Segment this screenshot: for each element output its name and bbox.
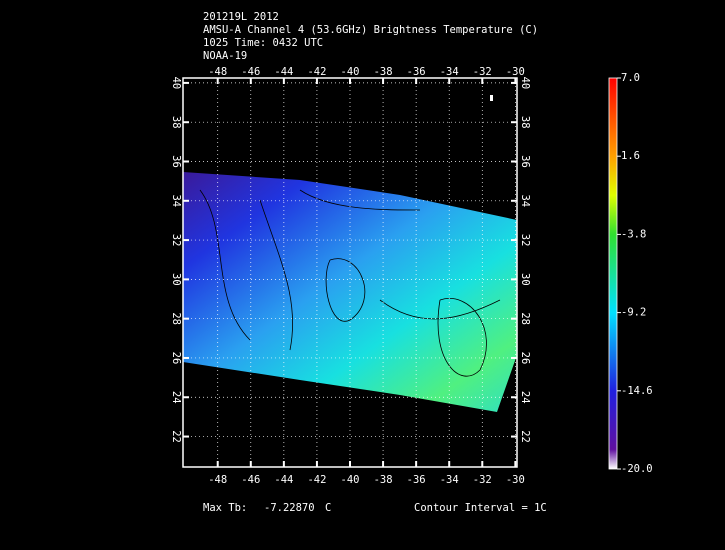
x-tick-label: -38 bbox=[374, 66, 393, 78]
header-line: NOAA-19 bbox=[203, 50, 247, 62]
x-tick-label: -38 bbox=[374, 474, 393, 486]
x-tick-label: -40 bbox=[341, 66, 360, 78]
header-line: 201219L 2012 bbox=[203, 11, 279, 23]
y-tick-label: 34 bbox=[170, 194, 182, 207]
x-tick-label: -34 bbox=[440, 66, 459, 78]
colorbar-label: -3.8 bbox=[621, 228, 646, 240]
colorbar-label: -20.0 bbox=[621, 463, 653, 475]
colorbar bbox=[608, 77, 618, 470]
x-tick-label: -30 bbox=[506, 474, 525, 486]
x-tick-label: -42 bbox=[307, 66, 326, 78]
header: 201219L 2012 AMSU-A Channel 4 (53.6GHz) … bbox=[203, 11, 538, 62]
colorbar-label: 1.6 bbox=[621, 150, 640, 162]
y-tick-label: 38 bbox=[170, 116, 182, 129]
contours bbox=[199, 189, 501, 377]
y-tick-label: 36 bbox=[170, 155, 182, 168]
x-tick-label: -48 bbox=[208, 474, 227, 486]
max-unit: C bbox=[325, 502, 331, 514]
swath bbox=[183, 172, 517, 412]
y-tick-label: 22 bbox=[519, 430, 531, 443]
x-tick-label: -40 bbox=[341, 474, 360, 486]
y-tick-label: 24 bbox=[170, 391, 182, 404]
contour-interval: Contour Interval = 1C bbox=[414, 502, 547, 514]
y-tick-label: 22 bbox=[170, 430, 182, 443]
y-tick-label: 26 bbox=[519, 352, 531, 365]
y-tick-label: 32 bbox=[519, 234, 531, 247]
x-tick-label: -32 bbox=[473, 474, 492, 486]
x-tick-label: -44 bbox=[274, 474, 293, 486]
y-tick-label: 30 bbox=[519, 273, 531, 286]
y-tick-label: 26 bbox=[170, 352, 182, 365]
y-tick-label: 32 bbox=[170, 234, 182, 247]
x-tick-label: -32 bbox=[473, 66, 492, 78]
x-tick-label: -48 bbox=[208, 66, 227, 78]
y-tick-label: 24 bbox=[519, 391, 531, 404]
colorbar-label: -14.6 bbox=[621, 385, 653, 397]
x-tick-label: -42 bbox=[307, 474, 326, 486]
colorbar-label: -9.2 bbox=[621, 307, 646, 319]
colorbar-label: 7.0 bbox=[621, 72, 640, 84]
x-tick-label: -44 bbox=[274, 66, 293, 78]
y-tick-label: 40 bbox=[170, 77, 182, 90]
y-tick-label: 36 bbox=[519, 155, 531, 168]
x-tick-label: -36 bbox=[407, 66, 426, 78]
y-tick-label: 34 bbox=[519, 194, 531, 207]
y-tick-label: 30 bbox=[170, 273, 182, 286]
footer: Max Tb: -7.22870 C Contour Interval = 1C bbox=[203, 502, 547, 514]
header-line: 1025 Time: 0432 UTC bbox=[203, 37, 323, 49]
max-value: -7.22870 bbox=[264, 502, 315, 514]
x-tick-label: -34 bbox=[440, 474, 459, 486]
y-tick-label: 38 bbox=[519, 116, 531, 129]
x-tick-label: -46 bbox=[241, 66, 260, 78]
y-tick-label: 28 bbox=[519, 312, 531, 325]
x-tick-label: -36 bbox=[407, 474, 426, 486]
header-line: AMSU-A Channel 4 (53.6GHz) Brightness Te… bbox=[203, 24, 538, 36]
max-label: Max Tb: bbox=[203, 502, 247, 514]
x-tick-label: -30 bbox=[506, 66, 525, 78]
y-tick-label: 28 bbox=[170, 312, 182, 325]
y-tick-label: 40 bbox=[519, 77, 531, 90]
x-tick-label: -46 bbox=[241, 474, 260, 486]
marker bbox=[490, 95, 493, 101]
